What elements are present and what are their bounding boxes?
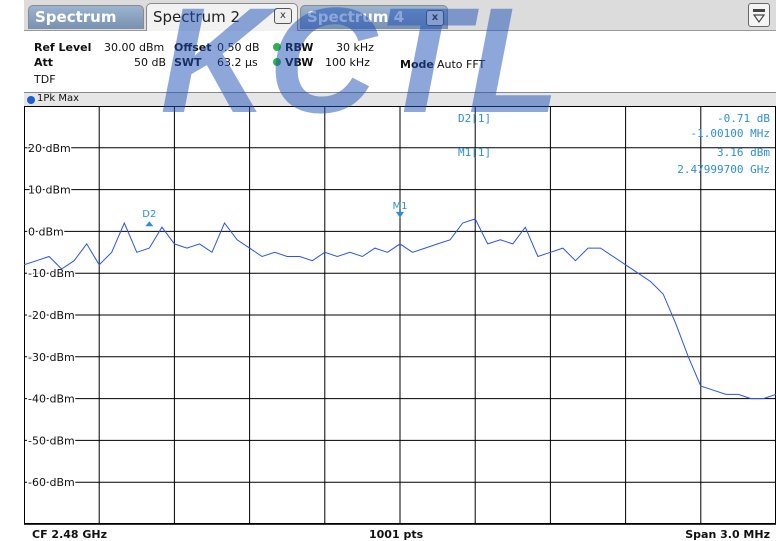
m1-marker-name: M1[1] (458, 146, 491, 159)
y-tick-label: -60 dBm (28, 476, 75, 489)
m1-marker-frequency: 2.47999700 GHz (677, 163, 770, 176)
spectrum-trace (24, 218, 776, 400)
tab-spectrum-2[interactable]: Spectrum 2 x (146, 3, 298, 31)
offset-status-dot (273, 43, 281, 51)
tab-spectrum-2-label: Spectrum 2 (153, 8, 240, 26)
y-tick-label: -10 dBm (28, 267, 75, 280)
rbw-label: RBW (285, 41, 314, 54)
trace-label: 1Pk Max (37, 93, 80, 104)
ref-level-label: Ref Level (34, 41, 92, 54)
att-value: 50 dB (134, 56, 167, 69)
span-value: Span 3.0 MHz (685, 528, 770, 541)
vbw-label: VBW (285, 56, 314, 69)
swt-label: SWT (174, 56, 202, 69)
marker-points: D2 M1 (142, 201, 408, 227)
spectrum-plot[interactable]: 20 dBm 10 dBm 0 dBm -10 dBm -20 dBm -30 dBm -4… (24, 106, 776, 524)
center-frequency: CF 2.48 GHz (32, 528, 108, 541)
tab-spectrum[interactable]: Spectrum (28, 5, 144, 29)
tab-bar: Spectrum Spectrum 2 x Spectrum 4 x (24, 0, 776, 31)
m1-marker-tag: M1 (393, 201, 408, 212)
tab-spectrum-label: Spectrum (35, 8, 117, 26)
tdf-label: TDF (34, 73, 56, 86)
d2-marker-glyph (145, 221, 154, 227)
d2-marker-name: D2[1] (458, 112, 491, 125)
m1-marker-level: 3.16 dBm (717, 146, 770, 159)
trace-info-bar: 1Pk Max (24, 92, 776, 107)
trace-indicator-icon (27, 96, 35, 104)
y-tick-label: 0 dBm (28, 225, 64, 238)
m1-marker-glyph (396, 211, 404, 218)
tab-spectrum-2-close-icon[interactable]: x (274, 8, 292, 24)
att-label: Att (34, 56, 54, 69)
tab-spectrum-4[interactable]: Spectrum 4 x (300, 5, 448, 29)
y-tick-label: -30 dBm (28, 351, 75, 364)
menu-icon[interactable] (748, 3, 770, 27)
y-tick-label: -20 dBm (28, 309, 75, 322)
tab-spectrum-4-label: Spectrum 4 (307, 8, 405, 26)
plot-grid (24, 106, 776, 524)
swt-value: 63.2 µs (217, 56, 258, 69)
status-footer: CF 2.48 GHz 1001 pts Span 3.0 MHz (24, 524, 776, 541)
y-tick-label: 20 dBm (28, 142, 71, 155)
d2-marker-level: -0.71 dB (717, 112, 770, 125)
vbw-value: 100 kHz (325, 56, 370, 69)
analyzer-window: Spectrum Spectrum 2 x Spectrum 4 x Ref L… (24, 0, 776, 541)
sweep-points: 1001 pts (369, 528, 424, 541)
offset-value: 0.50 dB (217, 41, 260, 54)
d2-marker-tag: D2 (142, 209, 156, 220)
swt-status-dot (273, 58, 281, 66)
mode-value: Auto FFT (437, 58, 486, 71)
ref-level-value: 30.00 dBm (104, 41, 165, 54)
y-axis-labels: 20 dBm 10 dBm 0 dBm -10 dBm -20 dBm -30 dBm -4… (27, 140, 77, 490)
offset-label: Offset (174, 41, 212, 54)
y-tick-label: -40 dBm (28, 393, 75, 406)
mode-label: Mode (400, 58, 434, 71)
tab-spectrum-4-close-icon[interactable]: x (426, 10, 444, 26)
y-tick-label: 10 dBm (28, 184, 71, 197)
settings-panel: Ref Level 30.00 dBm Offset 0.50 dB RBW 3… (24, 31, 776, 92)
y-tick-label: -50 dBm (28, 434, 75, 447)
d2-marker-frequency: -1.00100 MHz (691, 127, 770, 140)
rbw-value: 30 kHz (336, 41, 374, 54)
